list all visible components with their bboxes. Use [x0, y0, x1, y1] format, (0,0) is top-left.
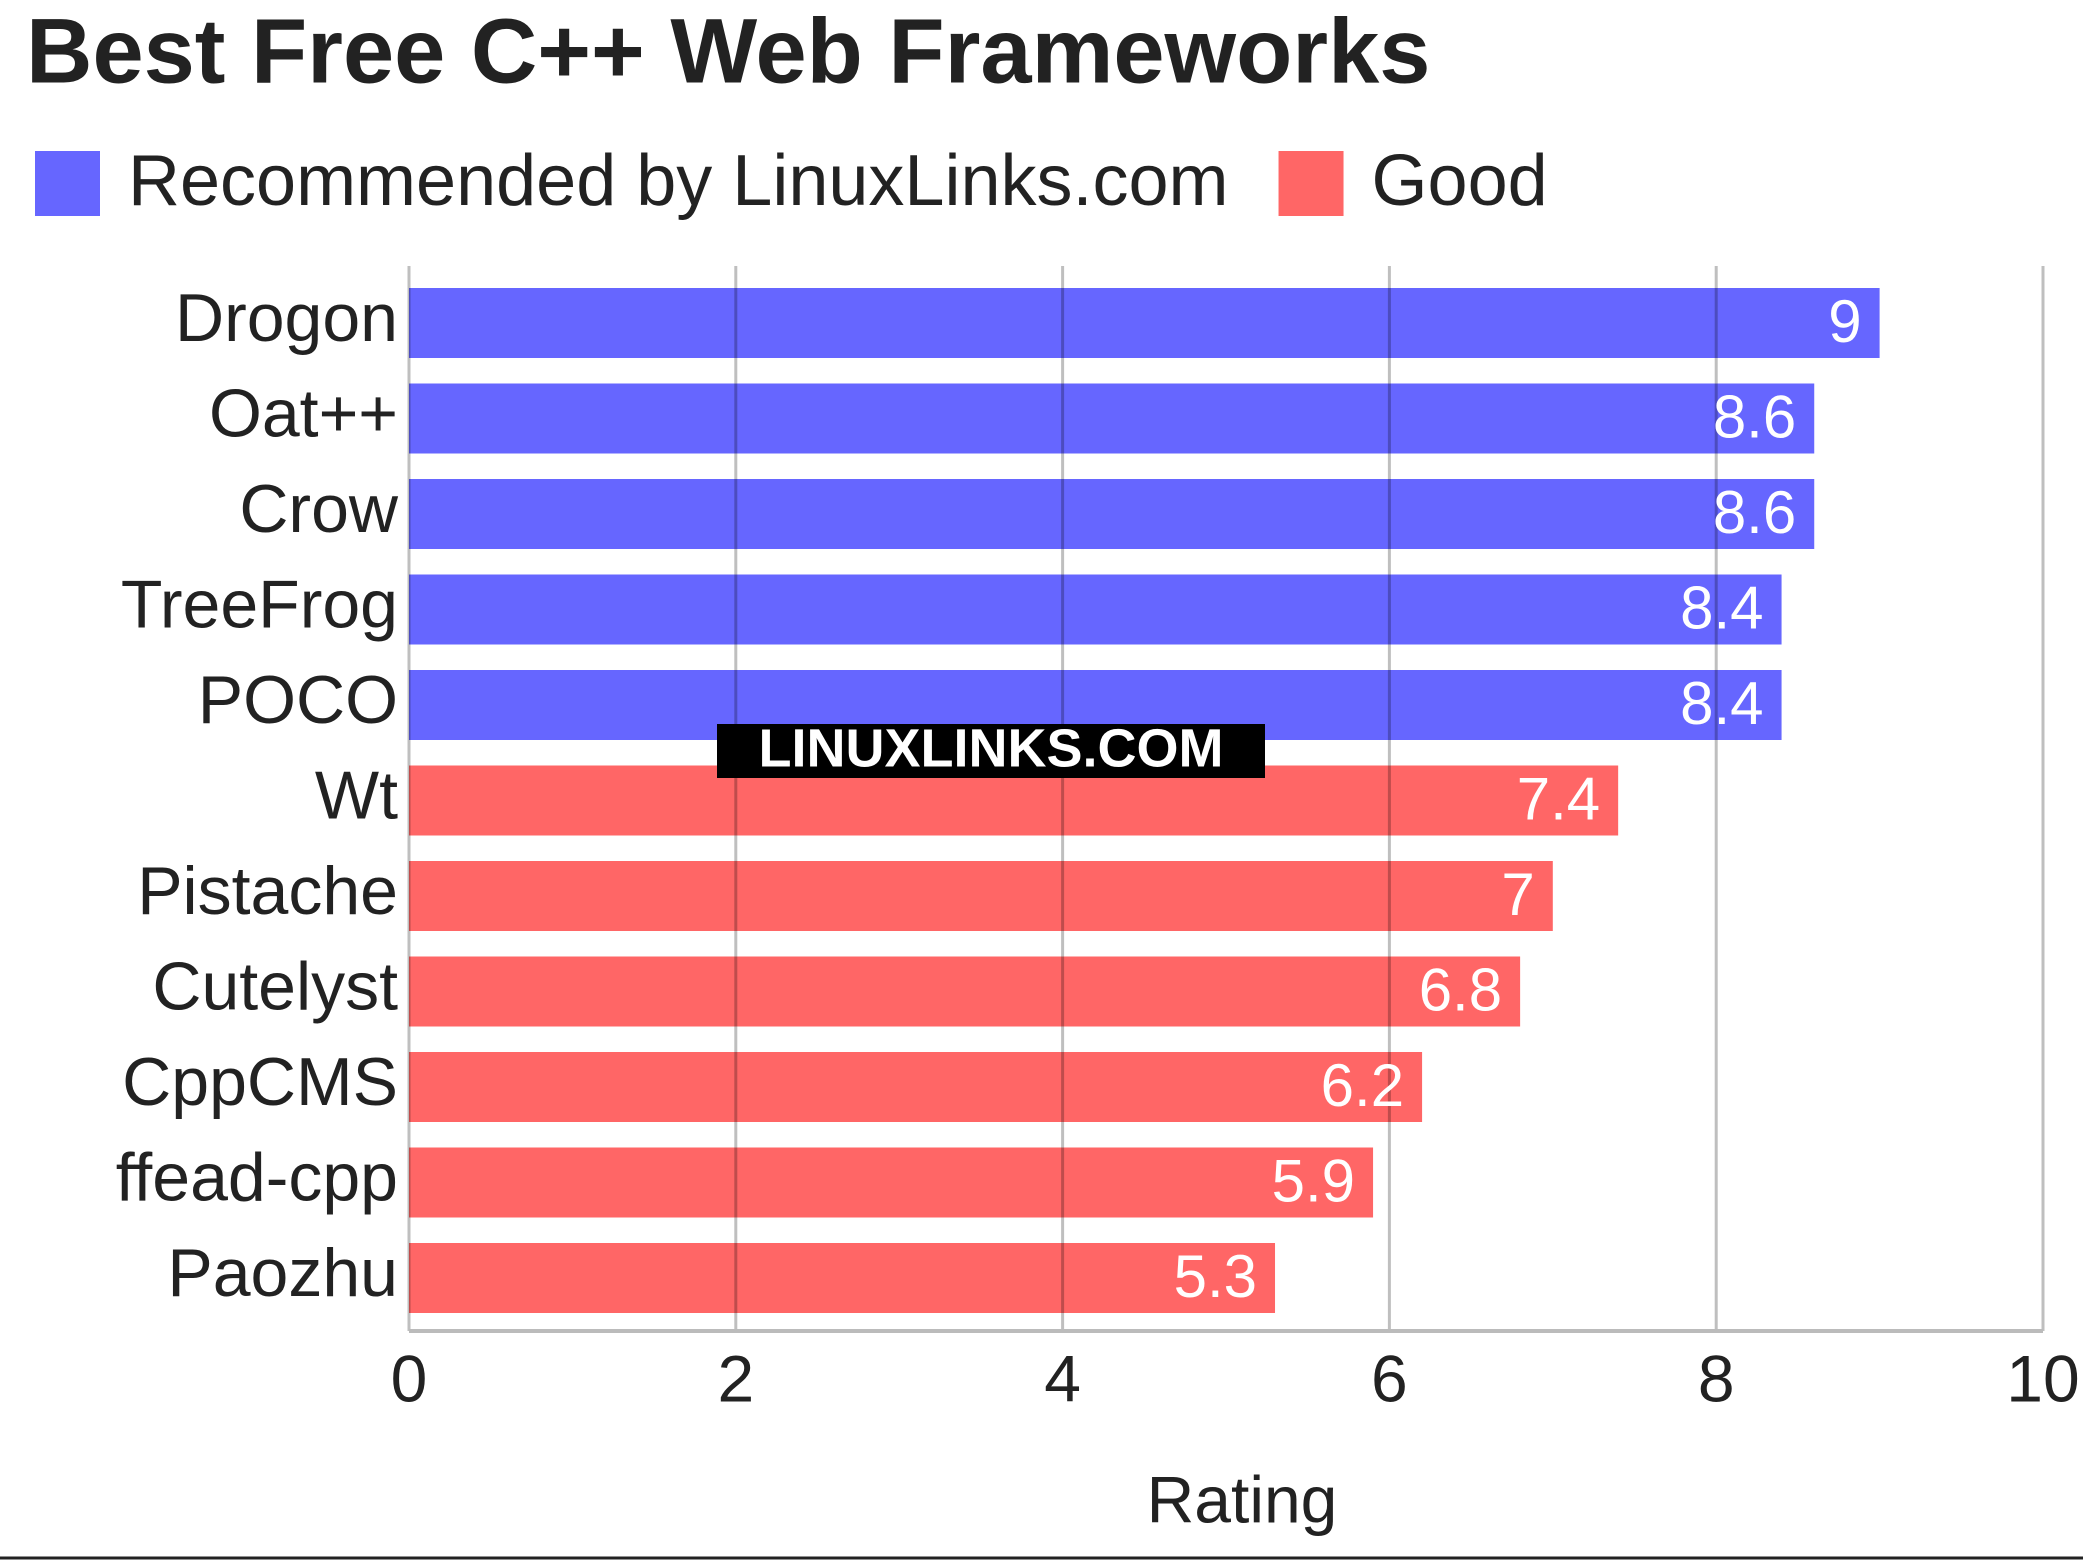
bar — [409, 479, 1815, 549]
bar — [409, 574, 1782, 645]
legend-label: Recommended by LinuxLinks.com — [128, 141, 1229, 221]
data-label: 8.4 — [1680, 574, 1763, 641]
data-label: 6.2 — [1321, 1052, 1404, 1119]
data-label: 8.6 — [1713, 479, 1796, 546]
bar — [409, 1243, 1276, 1313]
y-tick-label: TreeFrog — [121, 566, 398, 642]
y-tick-label: POCO — [198, 662, 398, 738]
x-tick-label: 4 — [1044, 1341, 1081, 1415]
bar — [409, 383, 1815, 454]
data-label: 8.4 — [1680, 670, 1763, 737]
bar — [409, 861, 1553, 931]
data-label: 7.4 — [1517, 765, 1600, 832]
x-tick-label: 10 — [2006, 1341, 2079, 1415]
x-tick-label: 6 — [1371, 1341, 1408, 1415]
chart-title: Best Free C++ Web Frameworks — [26, 0, 1430, 102]
data-label: 8.6 — [1713, 383, 1796, 450]
bar — [409, 1052, 1423, 1122]
x-tick-label: 8 — [1698, 1341, 1735, 1415]
legend-swatch — [35, 151, 100, 216]
data-label: 5.9 — [1272, 1147, 1355, 1214]
y-tick-label: ffead-cpp — [116, 1139, 398, 1215]
x-tick-label: 2 — [717, 1341, 754, 1415]
data-label: 7 — [1501, 861, 1534, 928]
y-tick-label: Oat++ — [209, 375, 398, 451]
y-tick-label: Crow — [239, 471, 399, 547]
watermark-box — [717, 724, 1265, 778]
x-axis-label: Rating — [1147, 1462, 1338, 1536]
data-label: 5.3 — [1174, 1243, 1257, 1310]
y-tick-label: Wt — [315, 757, 398, 833]
y-tick-label: Cutelyst — [152, 948, 398, 1024]
bar — [409, 956, 1521, 1027]
y-tick-label: Paozhu — [167, 1235, 398, 1311]
y-tick-label: CppCMS — [122, 1044, 398, 1120]
data-label: 9 — [1828, 288, 1861, 355]
x-tick-label: 0 — [391, 1341, 428, 1415]
legend-swatch — [1278, 151, 1344, 216]
legend-label: Good — [1372, 141, 1548, 221]
data-label: 6.8 — [1419, 956, 1502, 1023]
watermark: LINUXLINKS.COM — [759, 718, 1224, 778]
bar — [409, 1147, 1374, 1218]
y-tick-label: Pistache — [137, 853, 398, 929]
y-tick-label: Drogon — [175, 280, 398, 356]
bar — [409, 288, 1880, 358]
